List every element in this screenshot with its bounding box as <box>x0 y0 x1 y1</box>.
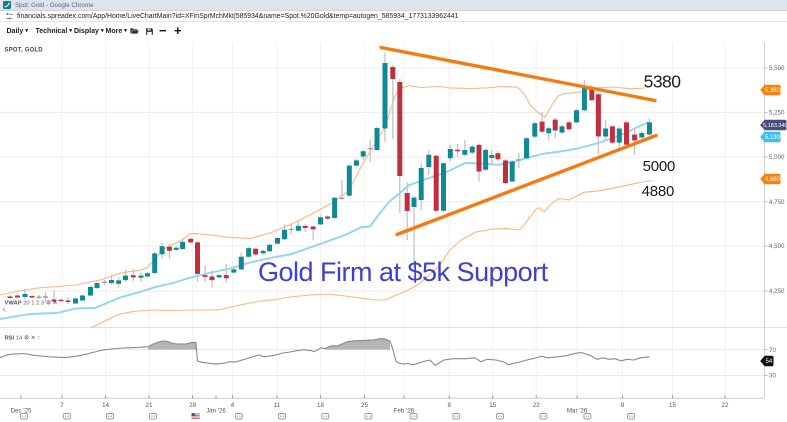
svg-text:7: 7 <box>60 402 64 409</box>
svg-text:5,183.340: 5,183.340 <box>763 123 787 129</box>
svg-text:30: 30 <box>769 373 776 380</box>
svg-text:5380: 5380 <box>644 72 682 92</box>
svg-text:Gold Firm at $5k Support: Gold Firm at $5k Support <box>258 257 549 287</box>
svg-text:4880: 4880 <box>642 183 675 200</box>
svg-text:5000: 5000 <box>643 158 676 175</box>
svg-text:Feb '26: Feb '26 <box>394 408 415 415</box>
svg-text:11: 11 <box>274 402 281 409</box>
svg-text:14: 14 <box>102 402 109 409</box>
svg-text:28: 28 <box>189 402 196 409</box>
svg-text:4,250: 4,250 <box>769 288 785 295</box>
svg-text:4,500: 4,500 <box>769 243 785 250</box>
svg-text:↖: ↖ <box>2 308 7 314</box>
svg-text:21: 21 <box>146 402 153 409</box>
svg-text:5,250: 5,250 <box>769 110 785 117</box>
svg-text:4: 4 <box>231 402 235 409</box>
svg-text:5,130: 5,130 <box>765 135 781 141</box>
svg-text:15: 15 <box>669 402 676 409</box>
svg-text:5,000: 5,000 <box>769 154 785 161</box>
svg-text:22: 22 <box>722 402 729 409</box>
svg-text:22: 22 <box>533 402 540 409</box>
svg-text:Dec '25: Dec '25 <box>11 408 32 415</box>
svg-text:25: 25 <box>361 402 368 409</box>
svg-text:5,500: 5,500 <box>769 65 785 72</box>
svg-text:5,380: 5,380 <box>765 88 781 94</box>
svg-text:4,880: 4,880 <box>765 177 781 183</box>
svg-text:SPOT, GOLD: SPOT, GOLD <box>5 48 44 54</box>
svg-text:VWAP 20 1 2 3 ⚙ ✕: VWAP 20 1 2 3 ⚙ ✕ <box>5 300 58 307</box>
svg-text:18: 18 <box>317 402 324 409</box>
svg-text:Jan '26: Jan '26 <box>206 408 226 415</box>
svg-text:15: 15 <box>489 402 496 409</box>
svg-text:RSI 14 ⚙ ✕ ↑: RSI 14 ⚙ ✕ ↑ <box>5 335 41 342</box>
svg-text:70: 70 <box>769 347 776 354</box>
svg-text:54: 54 <box>766 359 773 365</box>
svg-text:8: 8 <box>621 402 625 409</box>
svg-text:8: 8 <box>447 402 451 409</box>
svg-text:Mar '26: Mar '26 <box>567 408 588 415</box>
svg-text:4,750: 4,750 <box>769 199 785 206</box>
